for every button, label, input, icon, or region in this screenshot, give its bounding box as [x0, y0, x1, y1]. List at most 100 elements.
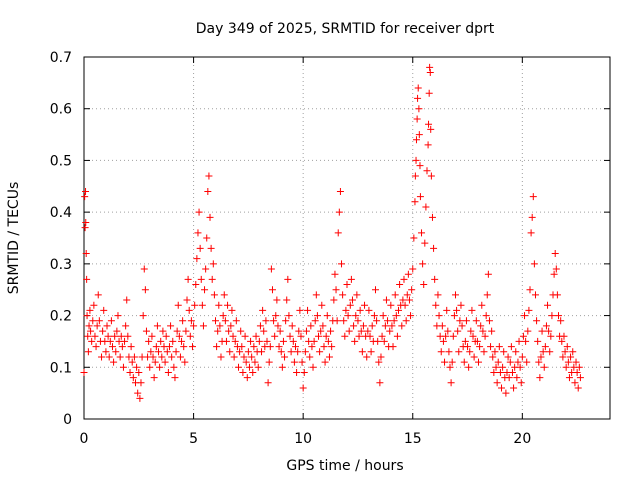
data-point [157, 337, 165, 345]
data-point [354, 317, 362, 325]
data-point [277, 348, 285, 356]
data-point [130, 353, 138, 361]
data-point [140, 265, 148, 273]
data-point [98, 353, 106, 361]
data-point [239, 368, 247, 376]
x-axis-title: GPS time / hours [286, 458, 403, 474]
data-point [478, 301, 486, 309]
data-point [388, 322, 396, 330]
data-point [563, 343, 571, 351]
data-point [190, 322, 198, 330]
data-point [112, 348, 120, 356]
data-point [286, 332, 294, 340]
data-point [411, 172, 419, 180]
data-point [149, 353, 157, 361]
x-tick-label: 15 [404, 431, 422, 447]
data-point [370, 312, 378, 320]
data-point [87, 327, 95, 335]
data-point [393, 332, 401, 340]
data-point [465, 363, 473, 371]
data-point [316, 348, 324, 356]
data-point [464, 343, 472, 351]
data-point [411, 198, 419, 206]
data-point [404, 270, 412, 278]
data-point [560, 332, 568, 340]
data-point [528, 213, 536, 221]
data-point [111, 332, 119, 340]
data-point [504, 353, 512, 361]
data-point [399, 296, 407, 304]
data-point [248, 353, 256, 361]
data-point [146, 363, 154, 371]
data-point [420, 281, 428, 289]
data-point [229, 332, 237, 340]
data-point [374, 337, 382, 345]
data-point [338, 260, 346, 268]
data-point [412, 136, 420, 144]
data-point [290, 358, 298, 366]
data-point [548, 312, 556, 320]
data-point [136, 394, 144, 402]
chart-title: Day 349 of 2025, SRMTID for receiver dpr… [196, 21, 495, 37]
data-point [544, 301, 552, 309]
data-point [454, 327, 462, 335]
data-point [530, 260, 538, 268]
data-point [562, 363, 570, 371]
data-point [271, 332, 279, 340]
data-point [441, 358, 449, 366]
data-point [505, 374, 513, 382]
data-point [553, 291, 561, 299]
data-point [170, 363, 178, 371]
y-tick-label: 0.6 [50, 102, 72, 118]
data-point [451, 291, 459, 299]
data-point [491, 348, 499, 356]
data-point [438, 322, 446, 330]
data-point [402, 317, 410, 325]
data-point [207, 244, 215, 252]
data-point [350, 322, 358, 330]
data-point [319, 322, 327, 330]
data-point [425, 89, 433, 97]
data-point [371, 286, 379, 294]
data-point [423, 167, 431, 175]
data-point [495, 343, 503, 351]
data-point [82, 250, 90, 258]
data-point [336, 187, 344, 195]
data-point [196, 244, 204, 252]
data-point [236, 348, 244, 356]
data-point [262, 317, 270, 325]
data-point [265, 358, 273, 366]
data-point [521, 312, 529, 320]
data-point [198, 301, 206, 309]
data-point [432, 301, 440, 309]
data-point [333, 317, 341, 325]
data-point [573, 368, 581, 376]
data-point [256, 322, 264, 330]
data-point [288, 322, 296, 330]
data-point [151, 358, 159, 366]
data-point [201, 286, 209, 294]
data-point [214, 327, 222, 335]
data-point [193, 255, 201, 263]
data-point [291, 343, 299, 351]
data-point [184, 275, 192, 283]
data-point [384, 317, 392, 325]
data-point [180, 343, 188, 351]
data-point [512, 348, 520, 356]
data-point [284, 275, 292, 283]
data-point [489, 353, 497, 361]
data-point [103, 322, 111, 330]
data-point [483, 291, 491, 299]
data-point [99, 327, 107, 335]
data-point [197, 275, 205, 283]
data-point [155, 348, 163, 356]
data-point [156, 363, 164, 371]
data-point [324, 337, 332, 345]
data-point [219, 312, 227, 320]
data-point [323, 312, 331, 320]
data-point [322, 332, 330, 340]
data-point [167, 322, 175, 330]
data-point [407, 312, 415, 320]
data-point [426, 63, 434, 71]
data-point [343, 281, 351, 289]
